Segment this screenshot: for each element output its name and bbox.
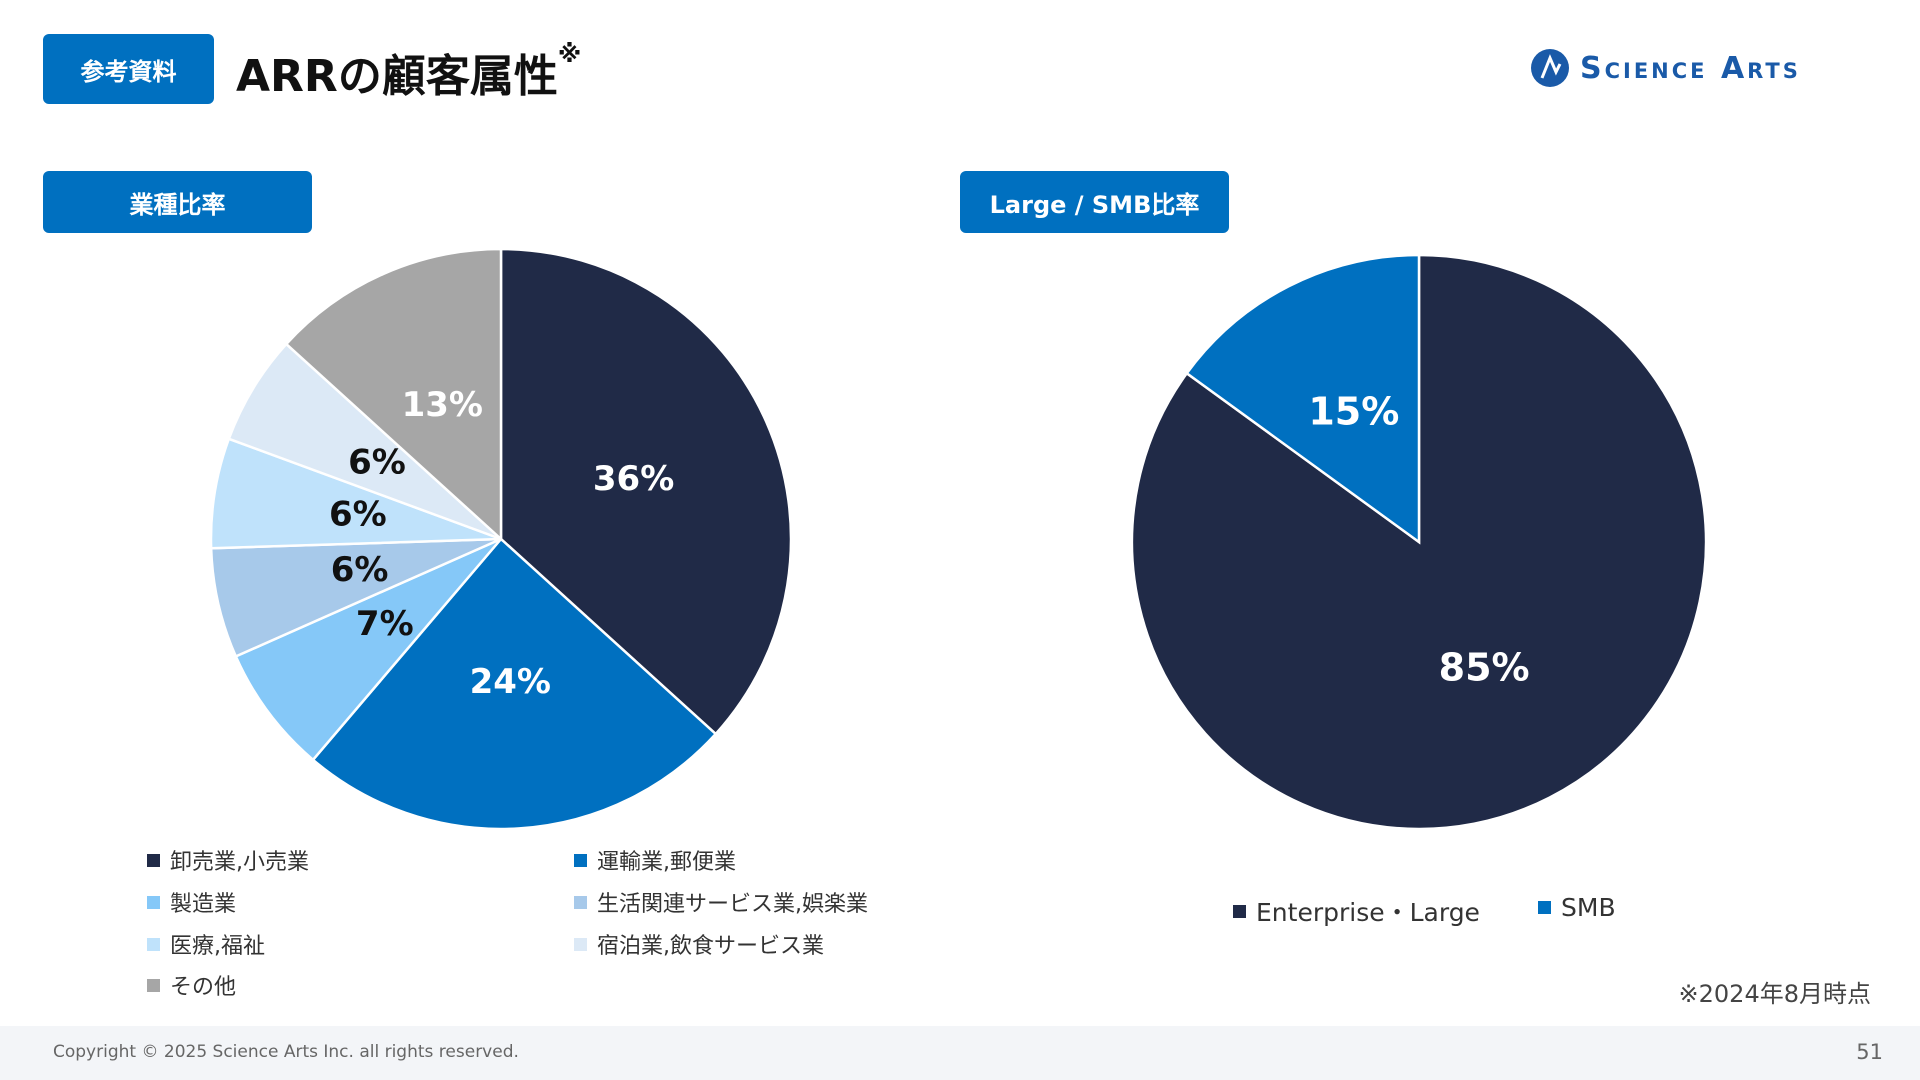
- logo-icon: [1531, 49, 1569, 87]
- title-mark: ※: [557, 40, 582, 68]
- logo-text: Science Arts: [1580, 50, 1801, 86]
- data-label: 6%: [329, 494, 387, 534]
- legend-item: 製造業: [147, 886, 236, 918]
- industry-ratio-label: 業種比率: [43, 171, 312, 233]
- legend-swatch: [574, 937, 587, 951]
- legend-label: 運輸業,郵便業: [597, 850, 736, 875]
- data-label: 13%: [402, 385, 483, 425]
- legend-label: 生活関連サービス業,娯楽業: [597, 892, 868, 917]
- data-label: 6%: [348, 442, 406, 482]
- page-title: ARRの顧客属性※: [236, 40, 581, 104]
- date-note: ※2024年8月時点: [1678, 980, 1871, 1008]
- legend-item: 卸売業,小売業: [147, 844, 309, 876]
- legend-swatch: [1538, 901, 1551, 914]
- data-label: 24%: [470, 662, 551, 702]
- data-label: 15%: [1308, 390, 1399, 434]
- legend-item: 生活関連サービス業,娯楽業: [574, 886, 868, 918]
- data-label: 7%: [356, 604, 414, 644]
- title-text: ARRの顧客属性: [236, 51, 558, 102]
- footer: [0, 1026, 1920, 1080]
- legend-label: 卸売業,小売業: [170, 850, 309, 875]
- legend-swatch: [147, 895, 160, 909]
- pie-slice: [1185, 253, 1421, 545]
- pie-slice: [499, 247, 793, 736]
- legend-item: Enterprise・Large: [1233, 893, 1480, 929]
- legend-swatch: [574, 853, 587, 867]
- data-label: 6%: [331, 550, 389, 590]
- large-smb-ratio-label: Large / SMB比率: [960, 171, 1229, 233]
- pie-slice: [311, 537, 718, 831]
- pie-slice: [234, 537, 502, 762]
- data-label: 85%: [1439, 645, 1530, 689]
- legend-label: その他: [170, 975, 237, 1000]
- legend-swatch: [147, 937, 160, 951]
- legend-swatch: [147, 853, 160, 867]
- legend-swatch: [574, 895, 587, 909]
- data-label: 36%: [593, 459, 674, 499]
- legend-item: SMB: [1538, 893, 1616, 922]
- legend-swatch: [147, 978, 160, 992]
- reference-badge: 参考資料: [43, 34, 214, 104]
- legend-item: 医療,福祉: [147, 928, 265, 960]
- legend-item: その他: [147, 969, 236, 1001]
- legend-item: 運輸業,郵便業: [574, 844, 736, 876]
- legend-label: Enterprise・Large: [1256, 898, 1480, 927]
- legend-swatch: [1233, 904, 1246, 918]
- pie-slice: [284, 247, 503, 542]
- legend-label: 医療,福祉: [170, 934, 265, 959]
- legend-label: 宿泊業,飲食サービス業: [597, 934, 824, 959]
- copyright: Copyright © 2025 Science Arts Inc. all r…: [53, 1042, 519, 1062]
- legend-label: SMB: [1561, 893, 1616, 922]
- legend-item: 宿泊業,飲食サービス業: [574, 928, 824, 960]
- logo: Science Arts: [1530, 48, 1801, 88]
- legend-label: 製造業: [170, 892, 237, 917]
- page-number: 51: [1856, 1040, 1883, 1064]
